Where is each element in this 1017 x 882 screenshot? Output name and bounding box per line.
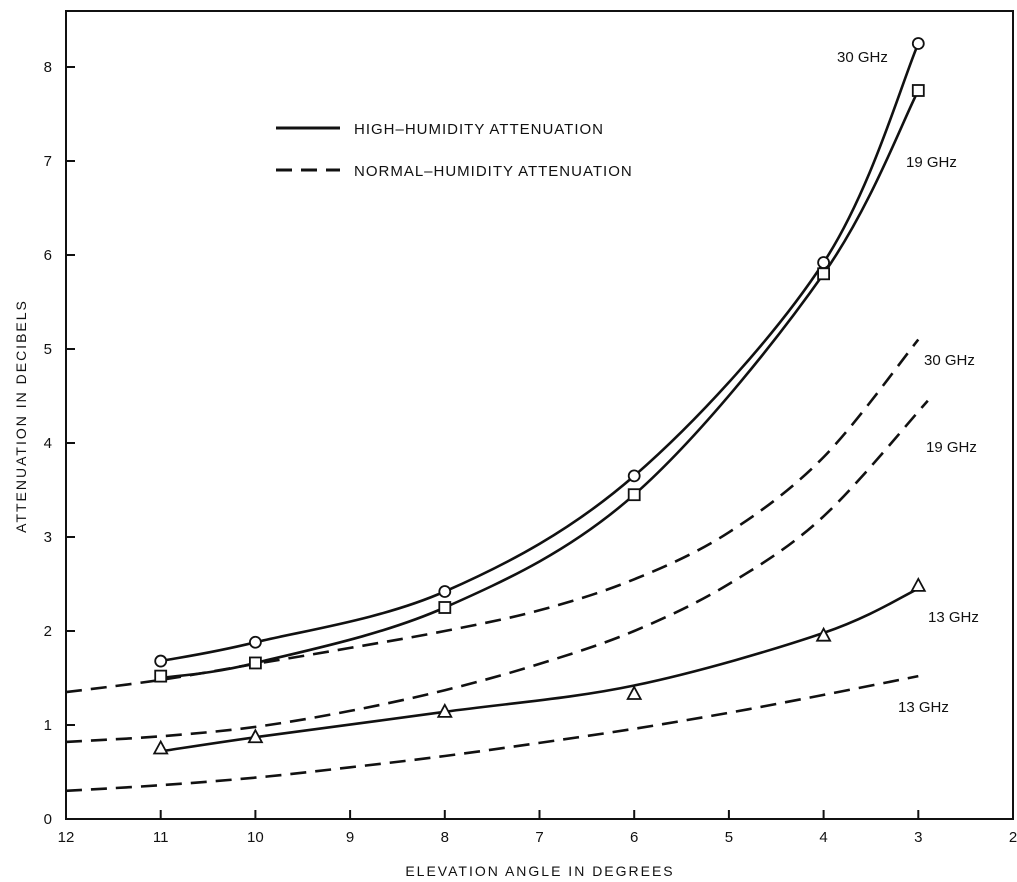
series-line-30-ghz-dashed [65,338,920,694]
x-tick-label: 4 [819,829,827,846]
x-axis-ticks: 12 11 10 9 8 7 6 5 4 3 2 [58,810,1017,846]
y-tick-label: 7 [44,153,52,170]
y-tick-label: 8 [44,59,52,76]
data-point-13-ghz-solid [910,576,927,592]
data-point-19-ghz-solid [154,669,168,683]
data-point-13-ghz-solid [247,728,264,744]
data-point-19-ghz-solid [438,601,452,614]
data-point-13-ghz-solid [626,685,643,700]
data-point-19-ghz-solid [627,488,641,502]
series-label-30-ghz-solid: 30 GHz [837,49,888,66]
data-point-30-ghz-solid [911,37,925,50]
data-point-19-ghz-solid [817,267,830,281]
series-label-19-ghz-solid: 19 GHz [906,154,957,171]
x-tick-label: 7 [535,829,543,846]
data-point-13-ghz-solid [815,626,832,642]
x-tick-label: 3 [914,829,922,846]
x-axis-title: ELEVATION ANGLE IN DEGREES [405,863,674,879]
y-tick-label: 3 [44,529,52,546]
x-tick-label: 5 [725,829,733,846]
data-point-13-ghz-solid [152,739,169,755]
y-tick-label: 5 [44,341,52,358]
y-tick-label: 6 [44,247,52,264]
x-tick-label: 11 [153,829,169,846]
x-tick-label: 9 [346,829,354,846]
marker-layer [152,37,927,755]
series-line-19-ghz-dashed [65,399,929,744]
data-point-19-ghz-solid [248,656,262,670]
data-point-13-ghz-solid [436,702,453,718]
y-axis-title: ATTENUATION IN DECIBELS [13,299,29,533]
y-tick-label: 1 [44,717,52,734]
x-tick-label: 8 [441,829,449,846]
data-point-30-ghz-solid [817,256,830,269]
series-line-19-ghz-solid [160,89,920,680]
data-point-19-ghz-solid [911,84,925,97]
series-line-30-ghz-solid [160,42,920,663]
legend: HIGH–HUMIDITY ATTENUATION NORMAL–HUMIDIT… [276,121,633,180]
series-label-layer: 30 GHz 19 GHz 13 GHz 30 GHz 19 GHz 13 GHz [837,49,979,716]
x-tick-label: 6 [630,829,638,846]
series-label-13-ghz-solid: 13 GHz [928,609,979,626]
series-label-30-ghz-dashed: 30 GHz [924,352,975,369]
y-tick-label: 4 [44,435,52,452]
data-point-30-ghz-solid [438,585,452,598]
series-label-19-ghz-dashed: 19 GHz [926,439,977,456]
y-tick-label: 2 [44,623,52,640]
series-line-13-ghz-dashed [65,674,919,793]
data-point-30-ghz-solid [627,469,641,483]
x-tick-label: 10 [247,829,264,846]
legend-label-normal-humidity: NORMAL–HUMIDITY ATTENUATION [354,163,633,180]
legend-label-high-humidity: HIGH–HUMIDITY ATTENUATION [354,121,604,138]
x-tick-label: 12 [58,829,75,846]
series-layer [65,42,929,793]
data-point-30-ghz-solid [154,654,168,668]
data-point-30-ghz-solid [248,635,262,649]
series-label-13-ghz-dashed: 13 GHz [898,699,949,716]
x-tick-label: 2 [1009,829,1017,846]
y-tick-label: 0 [44,811,52,828]
series-line-13-ghz-solid [160,587,919,753]
y-axis-ticks: 0 1 2 3 4 5 6 7 8 [44,59,75,828]
